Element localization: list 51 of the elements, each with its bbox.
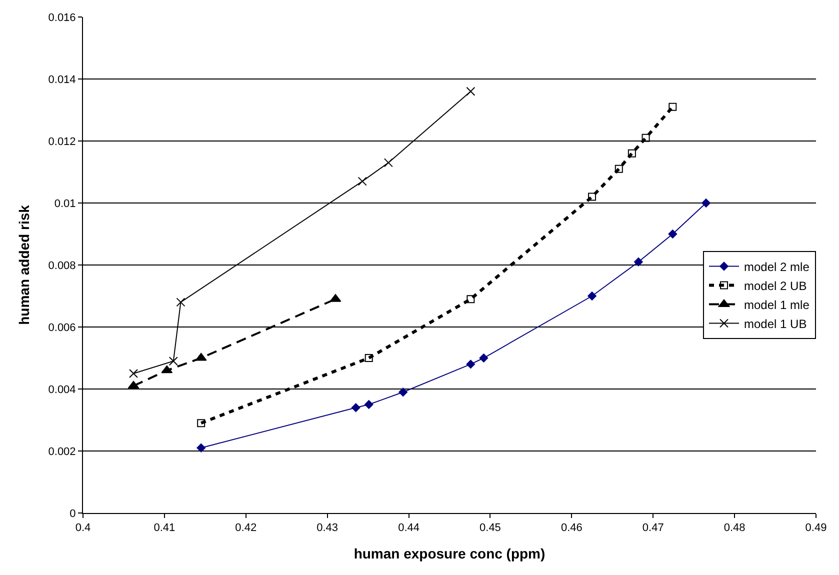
x-tick-label: 0.4 (75, 522, 91, 534)
y-tick-label: 0.012 (48, 136, 76, 148)
point (197, 419, 206, 428)
y-tick-label: 0.004 (48, 384, 76, 396)
point (479, 354, 488, 362)
point (634, 258, 643, 266)
x-tick-label: 0.44 (398, 522, 420, 534)
y-tick-label: 0.016 (48, 12, 76, 24)
point (588, 192, 596, 201)
x-tick-label: 0.45 (480, 522, 501, 534)
point (364, 400, 374, 409)
legend-label: model 1 UB (744, 316, 807, 331)
legend-label: model 2 UB (744, 278, 807, 293)
point (196, 444, 206, 452)
x-tick-label: 0.42 (235, 522, 257, 534)
y-tick-label: 0 (70, 508, 76, 520)
point (702, 198, 710, 208)
legend-label: model 1 mle (744, 298, 810, 312)
y-tick-label: 0.006 (48, 322, 76, 334)
point (642, 134, 650, 142)
x-tick-label: 0.47 (642, 522, 664, 534)
y-tick-label: 0.008 (48, 260, 76, 272)
point (351, 403, 360, 412)
point (668, 102, 677, 111)
point (176, 298, 186, 307)
point (588, 292, 596, 300)
point (161, 365, 173, 374)
point (466, 86, 476, 96)
point (398, 388, 408, 396)
x-tick-label: 0.43 (316, 522, 338, 534)
y-tick-label: 0.01 (54, 198, 76, 210)
point (614, 164, 623, 173)
x-tick-label: 0.48 (724, 522, 746, 534)
y-tick-label: 0.002 (48, 446, 76, 458)
x-tick-label: 0.46 (560, 522, 582, 534)
point (668, 230, 678, 238)
point (384, 158, 393, 168)
x-tick-label: 0.49 (805, 522, 827, 534)
point (364, 354, 373, 362)
point (358, 176, 367, 186)
x-tick-label: 0.41 (154, 522, 176, 534)
y-axis-title: human added risk (16, 204, 32, 325)
point (628, 149, 636, 158)
point (466, 295, 475, 304)
point (129, 369, 138, 378)
point (168, 356, 178, 366)
point (466, 360, 476, 369)
y-tick-label: 0.014 (48, 74, 76, 86)
point (128, 380, 140, 389)
legend-label: model 2 mle (744, 260, 810, 274)
x-axis-title: human exposure conc (ppm) (354, 546, 546, 562)
